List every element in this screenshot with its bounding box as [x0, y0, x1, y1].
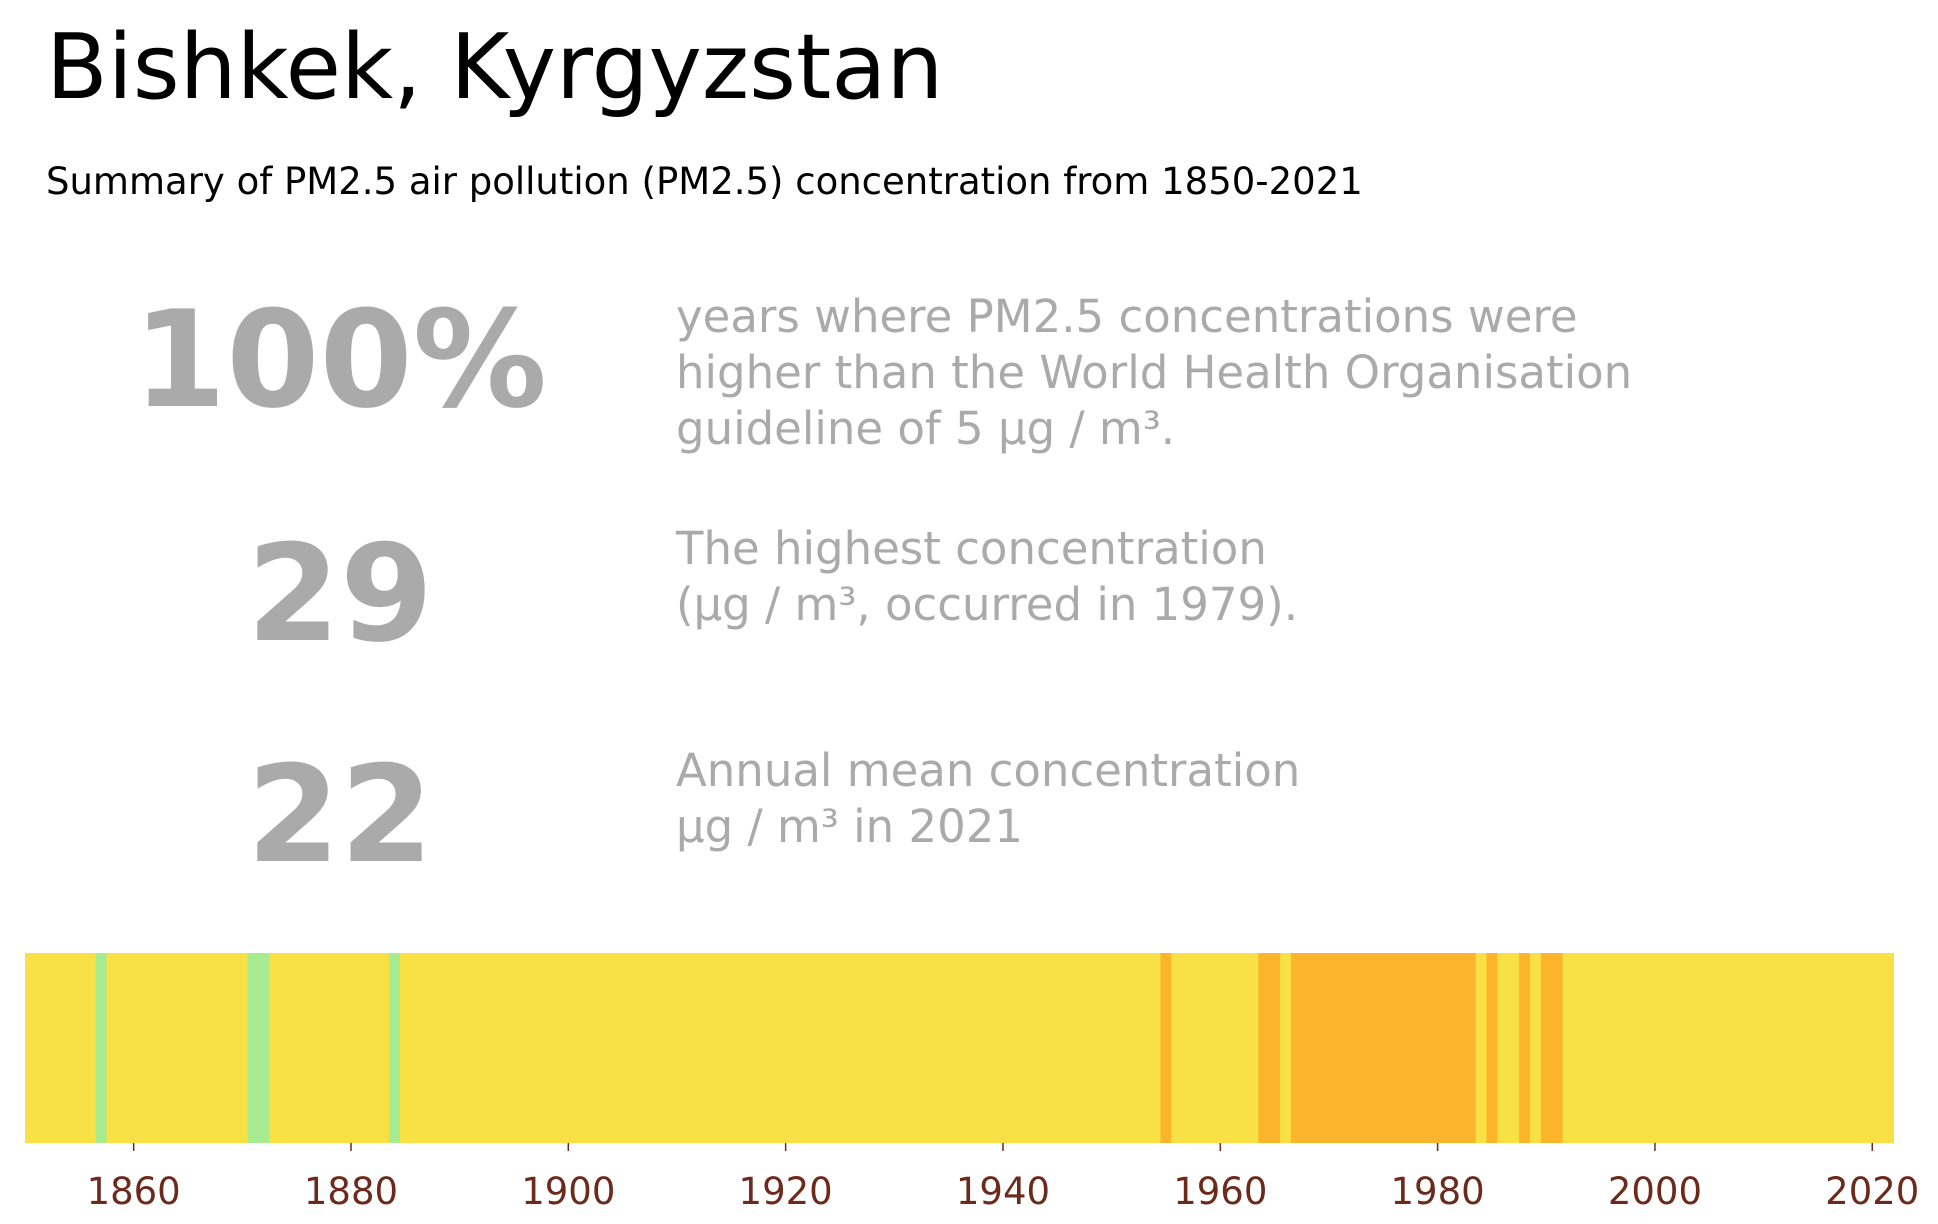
stripe-band-green — [389, 953, 400, 1143]
stripe-band-orange — [1540, 953, 1563, 1143]
stat-highest-description: The highest concentration (µg / m³, occu… — [676, 521, 1916, 633]
stat-description-line: (µg / m³, occurred in 1979). — [676, 578, 1299, 631]
stripe-band-green — [247, 953, 270, 1143]
x-tick-label: 2000 — [1608, 1170, 1702, 1213]
stat-description-line: years where PM2.5 concentrations were — [676, 290, 1578, 343]
x-tick-label: 1900 — [521, 1170, 615, 1213]
stat-description-line: The highest concentration — [676, 522, 1267, 575]
x-tick-label: 2020 — [1825, 1170, 1919, 1213]
stat-annual-mean-description: Annual mean concentration µg / m³ in 202… — [676, 743, 1916, 855]
stripe-band-orange — [1519, 953, 1530, 1143]
stripe-band-orange — [1290, 953, 1476, 1143]
x-tick-label: 1940 — [956, 1170, 1050, 1213]
x-tick-label: 1860 — [87, 1170, 181, 1213]
stat-description-line: µg / m³ in 2021 — [676, 800, 1023, 853]
x-tick-label: 1960 — [1173, 1170, 1267, 1213]
stripe-band-green — [95, 953, 107, 1143]
stat-percent-description: years where PM2.5 concentrations were hi… — [676, 289, 1916, 457]
stripe-background — [25, 953, 1894, 1143]
stat-description-line: higher than the World Health Organisatio… — [676, 346, 1633, 399]
stripe-band-orange — [1258, 953, 1281, 1143]
stripe-band-orange — [1486, 953, 1498, 1143]
page-title: Bishkek, Kyrgyzstan — [46, 15, 944, 120]
stat-percent-above-guideline: 100% — [133, 282, 547, 438]
stat-description-line: guideline of 5 µg / m³. — [676, 402, 1176, 455]
page-subtitle: Summary of PM2.5 air pollution (PM2.5) c… — [46, 160, 1363, 203]
x-tick-label: 1880 — [304, 1170, 398, 1213]
stat-highest-concentration: 29 — [246, 516, 434, 672]
x-tick-label: 1980 — [1391, 1170, 1485, 1213]
stat-description-line: Annual mean concentration — [676, 744, 1301, 797]
x-tick-label: 1920 — [739, 1170, 833, 1213]
stat-annual-mean: 22 — [246, 737, 434, 893]
stripe-band-orange — [1160, 953, 1172, 1143]
